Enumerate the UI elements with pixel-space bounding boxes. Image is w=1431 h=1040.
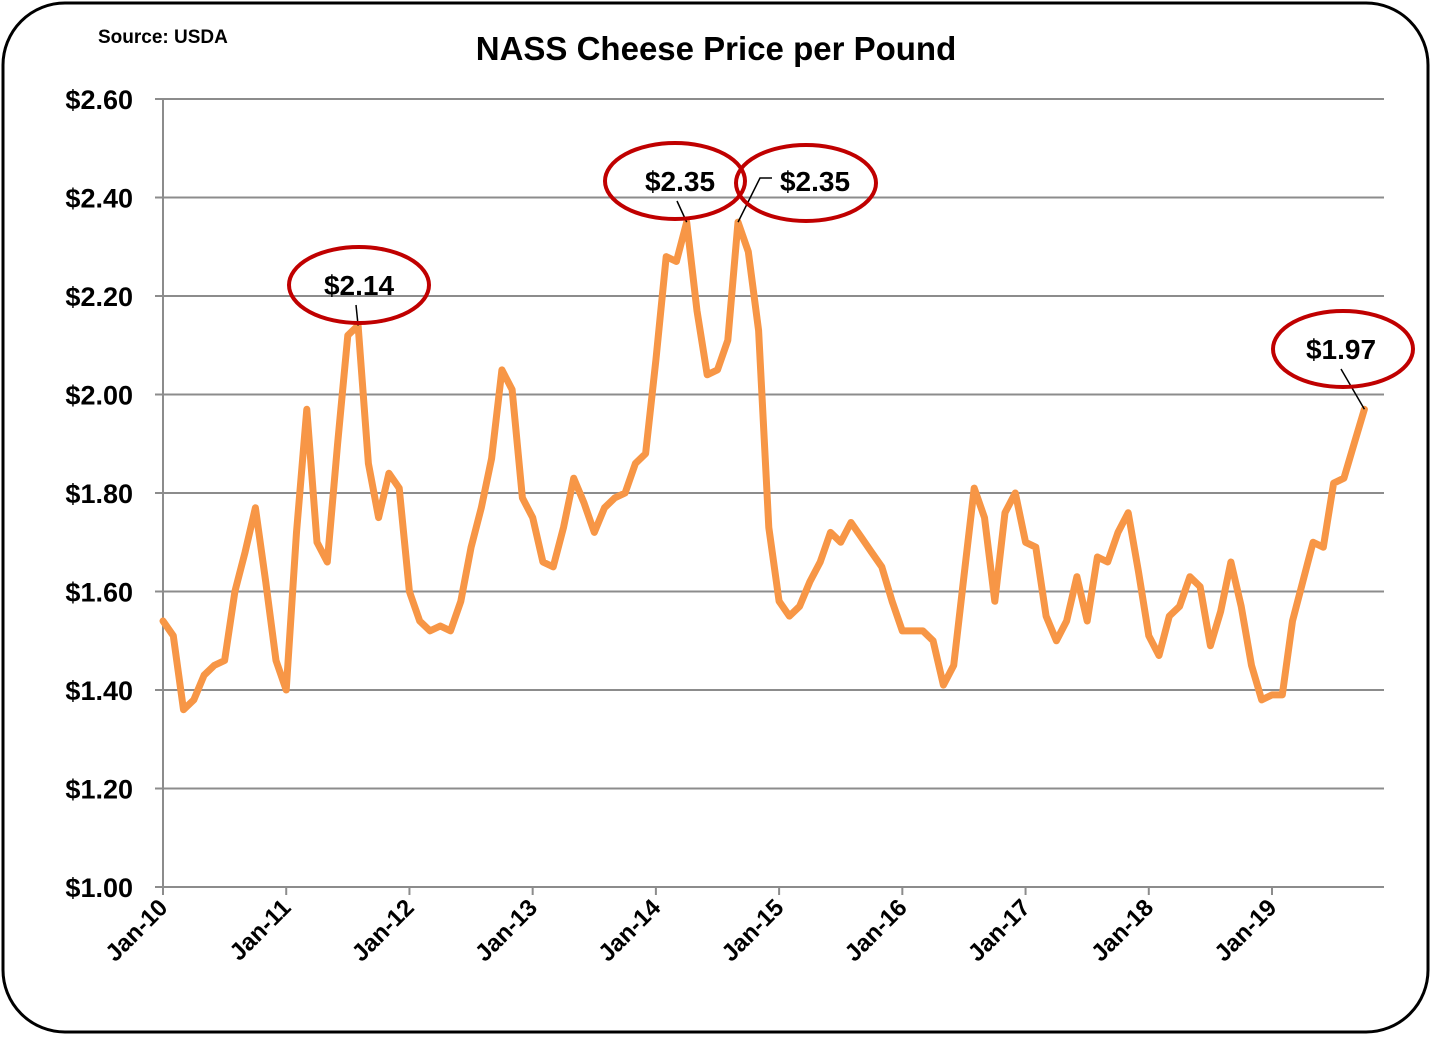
annotation-label: $2.14 [324,270,394,301]
annotation-label: $2.35 [780,166,850,197]
annotation-label: $2.35 [645,166,715,197]
y-tick-label: $2.00 [65,381,133,411]
price-series-line [159,218,1368,714]
annotation-ellipse [603,141,747,221]
y-tick-label: $1.40 [65,676,133,706]
y-tick-label: $1.20 [65,775,133,805]
annotation-ellipse [734,143,878,223]
source-note: Source: USDA [98,27,228,48]
annotation-ellipse [1271,309,1415,389]
y-tick-label: $2.60 [65,85,133,115]
y-tick-label: $2.40 [65,184,133,214]
annotation-leader-line [1340,368,1366,410]
y-tick-label: $1.60 [65,578,133,608]
chart-title: NASS Cheese Price per Pound [476,30,956,67]
annotation-leader-line [737,177,772,223]
y-tick-label: $1.00 [65,873,133,903]
annotation-label: $1.97 [1306,334,1376,365]
annotation-ellipse [287,245,431,325]
y-tick-label: $1.80 [65,479,133,509]
y-tick-label: $2.20 [65,282,133,312]
